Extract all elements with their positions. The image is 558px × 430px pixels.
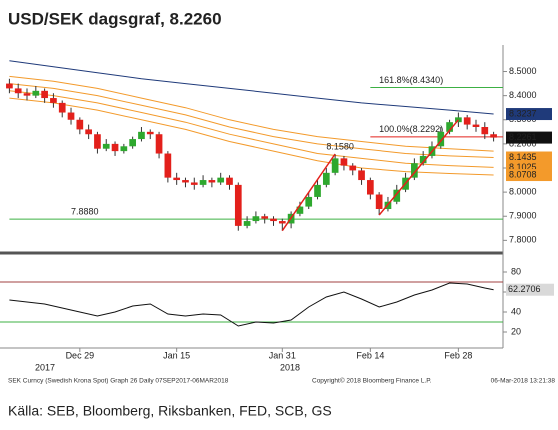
candle-body <box>481 127 489 135</box>
candle-body <box>155 134 163 154</box>
footer-left: SEK Curncy (Swedish Krona Spot) Graph 26… <box>8 378 229 385</box>
candle-body <box>32 90 40 96</box>
candle-body <box>14 88 22 94</box>
candle-body <box>375 194 383 209</box>
price-tag <box>506 169 552 182</box>
annotation: 100.0%(8.2292) <box>379 124 443 134</box>
candle-body <box>419 155 427 164</box>
source: Källa: SEB, Bloomberg, Riksbanken, FED, … <box>8 403 332 419</box>
price-tag-label: 8.0708 <box>509 169 537 179</box>
candle-body <box>120 146 128 152</box>
moving-average <box>9 75 494 152</box>
candle-body <box>164 153 172 178</box>
candle-body <box>455 117 462 123</box>
price-tag-label: 8.3237 <box>509 108 537 118</box>
rsi-tick-label: 80 <box>511 266 521 276</box>
candle-body <box>6 83 13 89</box>
candle-body <box>437 131 445 147</box>
candle-body <box>270 218 277 222</box>
candle-body <box>41 90 48 99</box>
candle-body <box>305 196 313 207</box>
candle-body <box>67 112 75 120</box>
candle-body <box>349 165 357 171</box>
footer-copyright: Copyright© 2018 Bloomberg Finance L.P. <box>312 377 432 385</box>
candle-body <box>314 184 321 197</box>
y-tick-label: 8.4000 <box>509 90 537 100</box>
candle-body <box>217 177 225 183</box>
candle-body <box>190 182 198 185</box>
candle-body <box>94 134 101 149</box>
candle-body <box>261 216 269 219</box>
candle-body <box>208 180 216 183</box>
rsi-tag <box>506 283 554 296</box>
y-tick-label: 7.9000 <box>509 211 537 221</box>
price-tag-label: 8.2261 <box>509 132 537 142</box>
rsi-tick-label: 40 <box>511 306 521 316</box>
candle-body <box>182 180 189 183</box>
x-tick-label: Jan 15 <box>163 350 190 360</box>
candle-body <box>23 93 31 96</box>
candle-body <box>243 221 251 226</box>
price-tag-label: 8.1435 <box>509 152 537 162</box>
annotation: 161.8%(8.4340) <box>379 75 443 85</box>
candle-body <box>50 98 57 103</box>
candle-body <box>138 131 145 140</box>
chart-title: USD/SEK dagsgraf, 8.2260 <box>8 9 222 28</box>
x-tick-label: Dec 29 <box>66 350 95 360</box>
x-tick-label: Feb 28 <box>444 350 472 360</box>
candle-body <box>129 139 136 147</box>
annotation: 7.8880 <box>71 207 99 217</box>
y-tick-label: 8.0000 <box>509 186 537 196</box>
footer-date: 06-Mar-2018 13:21:38 <box>491 378 556 385</box>
candle-body <box>472 124 480 127</box>
year-label: 2018 <box>280 362 300 372</box>
trendline <box>281 153 336 232</box>
candle-body <box>278 221 286 224</box>
candle-body <box>76 119 84 130</box>
candle-body <box>358 170 365 181</box>
candle-body <box>367 180 374 195</box>
rsi-tick-label: 20 <box>511 326 521 336</box>
candle-body <box>393 189 401 202</box>
candle-body <box>85 129 92 135</box>
candle-body <box>296 206 304 214</box>
candle-body <box>340 158 348 166</box>
rsi-tag-label: 62.2706 <box>508 284 541 294</box>
annotation: 8.1580 <box>326 141 354 151</box>
candle-body <box>331 158 339 173</box>
candle-body <box>446 122 453 132</box>
price-tag <box>506 151 552 164</box>
candle-body <box>322 172 330 185</box>
candle-body <box>173 177 181 181</box>
price-tag-label: 8.1025 <box>509 162 537 172</box>
moving-average <box>9 83 494 158</box>
y-tick-label: 7.8000 <box>509 235 537 245</box>
candle-body <box>199 180 207 185</box>
y-tick-label: 8.5000 <box>509 66 537 76</box>
x-tick-label: Feb 14 <box>356 350 384 360</box>
price-tag <box>506 131 552 144</box>
candle-body <box>411 163 418 178</box>
candle-body <box>490 134 497 138</box>
candle-body <box>234 184 242 226</box>
candle-body <box>252 216 260 222</box>
x-tick-label: Jan 31 <box>269 350 296 360</box>
moving-average <box>9 60 494 115</box>
candle-body <box>58 102 66 113</box>
candle-body <box>102 143 110 149</box>
trendline <box>378 119 459 216</box>
candle-body <box>463 117 471 125</box>
candle-body <box>111 143 119 152</box>
year-label: 2017 <box>35 362 55 372</box>
candle-body <box>226 177 233 185</box>
rsi-line <box>9 282 494 327</box>
candle-body <box>146 131 154 135</box>
price-tag <box>506 108 552 121</box>
